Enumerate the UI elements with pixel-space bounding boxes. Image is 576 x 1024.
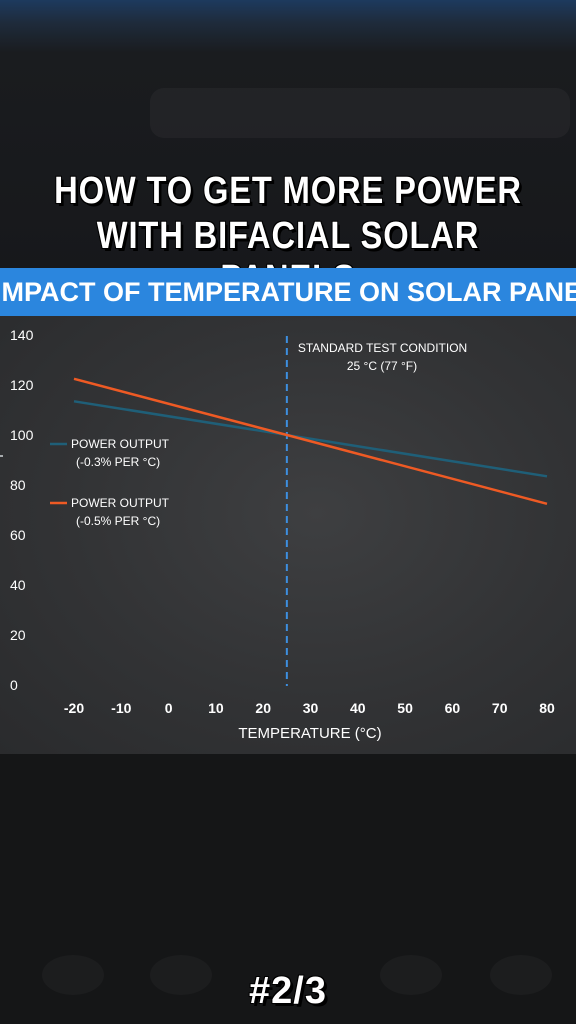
headline-line-1: HOW TO GET MORE POWER	[54, 170, 522, 212]
legend-label: POWER OUTPUT	[71, 496, 170, 510]
y-tick-label: 140	[10, 327, 34, 343]
page-indicator: #2/3	[249, 970, 327, 1012]
x-tick-label: 20	[255, 700, 271, 716]
y-tick-label: 60	[10, 527, 26, 543]
legend-sublabel: (-0.3% PER °C)	[76, 455, 160, 469]
line-chart: 0 20 40 60 80 100 120 140 -20 -10 0 10 20 30 40 50 60 70…	[0, 327, 555, 742]
x-tick-label: 0	[165, 700, 173, 716]
legend: POWER OUTPUT (-0.3% PER °C) POWER OUTPUT (-…	[50, 437, 170, 528]
y-tick-label: 120	[10, 377, 34, 393]
reference-label-line-2: 25 °C (77 °F)	[347, 359, 417, 373]
y-tick-label: 0	[10, 677, 18, 693]
x-tick-label: 50	[397, 700, 413, 716]
x-tick-label: 30	[303, 700, 319, 716]
chart-panel: 0 20 40 60 80 100 120 140 -20 -10 0 10 20 30 40 50 60 70…	[0, 316, 576, 754]
y-tick-labels: 0 20 40 60 80 100 120 140	[10, 327, 34, 693]
blurred-background-element	[150, 88, 570, 138]
chart-title: IMPACT OF TEMPERATURE ON SOLAR PANELS	[0, 277, 576, 307]
x-axis-title: TEMPERATURE (°C)	[238, 725, 381, 742]
x-tick-label: 80	[539, 700, 555, 716]
y-tick-label: 100	[10, 427, 34, 443]
x-tick-label: -20	[64, 700, 84, 716]
reference-label-line-1: STANDARD TEST CONDITION	[298, 341, 467, 355]
x-tick-label: 40	[350, 700, 366, 716]
series-lines	[73, 377, 548, 506]
legend-label: POWER OUTPUT	[71, 437, 170, 451]
chart-title-banner: IMPACT OF TEMPERATURE ON SOLAR PANELS	[0, 268, 576, 316]
series-line-2	[73, 377, 548, 506]
reference-group: STANDARD TEST CONDITION 25 °C (77 °F)	[285, 336, 467, 686]
x-tick-label: 60	[445, 700, 461, 716]
x-tick-label: 10	[208, 700, 224, 716]
x-tick-labels: -20 -10 0 10 20 30 40 50 60 70 80	[64, 700, 555, 716]
y-tick-label: 40	[10, 577, 26, 593]
x-tick-label: -10	[111, 700, 131, 716]
x-tick-label: 70	[492, 700, 508, 716]
legend-sublabel: (-0.5% PER °C)	[76, 514, 160, 528]
y-tick-label: 20	[10, 627, 26, 643]
y-tick-label: 80	[10, 477, 26, 493]
